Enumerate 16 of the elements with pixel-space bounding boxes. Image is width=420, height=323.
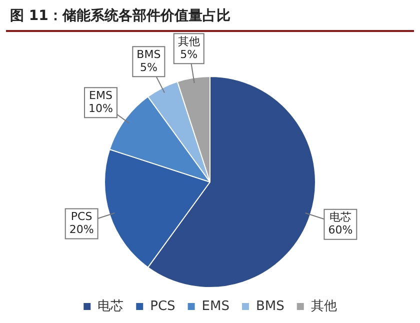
legend-label: 其他	[310, 298, 337, 314]
data-label: 10%	[88, 102, 113, 115]
slice-label: 其他	[178, 34, 200, 48]
data-label: 60%	[328, 224, 353, 237]
data-label: 5%	[140, 61, 158, 74]
legend-label: EMS	[202, 298, 230, 314]
slice-label: EMS	[89, 88, 112, 102]
legend-label: 电芯	[98, 298, 124, 314]
legend-label: BMS	[256, 298, 284, 314]
data-label: 20%	[69, 223, 94, 236]
legend-label: PCS	[150, 298, 176, 314]
chart-title: 图 11：储能系统各部件价值量占比	[6, 6, 414, 32]
slice-label: 电芯	[329, 210, 352, 224]
slice-label: BMS	[136, 48, 161, 62]
data-label: 5%	[180, 48, 198, 61]
slice-label: PCS	[70, 210, 92, 224]
